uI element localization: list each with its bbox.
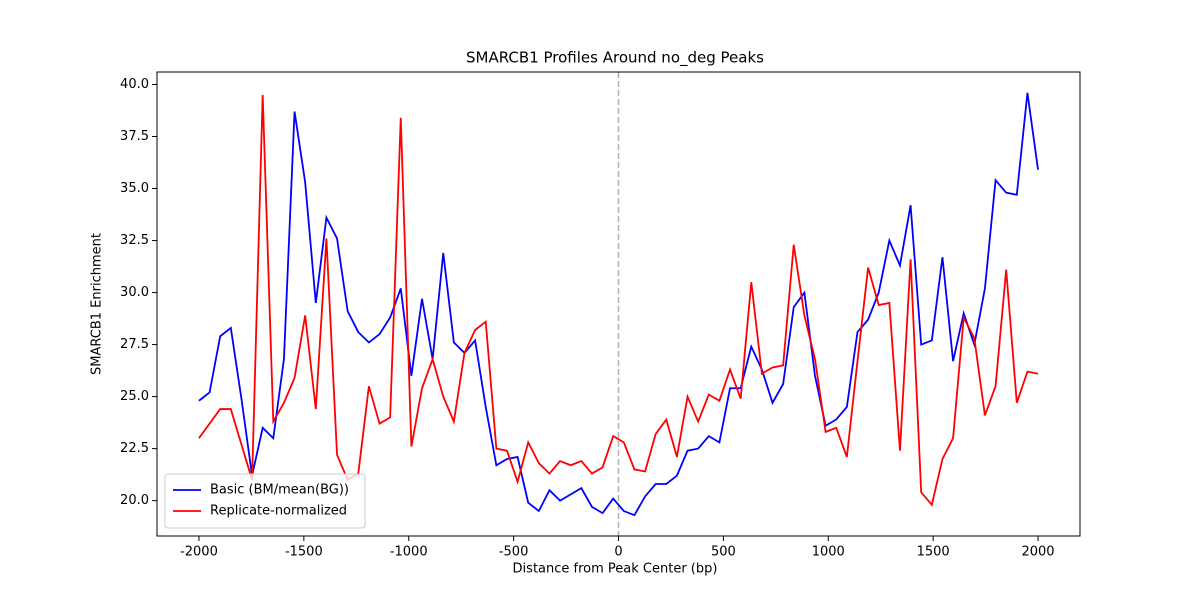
legend-label: Basic (BM/mean(BG))	[210, 483, 349, 498]
y-tick-label: 22.5	[120, 441, 149, 456]
data-line	[198, 94, 1039, 507]
data-line	[198, 92, 1039, 517]
x-tick-label: -500	[499, 545, 529, 560]
y-tick-label: 37.5	[120, 129, 149, 144]
y-tick-label: 20.0	[120, 493, 149, 508]
y-tick-label: 40.0	[120, 77, 149, 92]
x-tick-label: -2000	[180, 545, 218, 560]
x-tick-label: -1500	[285, 545, 323, 560]
x-axis-label: Distance from Peak Center (bp)	[513, 562, 718, 577]
plot-frame	[156, 71, 1081, 537]
y-axis-label: SMARCB1 Enrichment	[90, 233, 105, 375]
y-tick-label: 30.0	[120, 285, 149, 300]
x-tick-label: -1000	[390, 545, 428, 560]
y-tick-label: 32.5	[120, 233, 149, 248]
y-tick-label: 25.0	[120, 389, 149, 404]
chart-title: SMARCB1 Profiles Around no_deg Peaks	[466, 49, 764, 68]
x-tick-label: 1000	[812, 545, 845, 560]
y-tick-label: 35.0	[120, 181, 149, 196]
legend-label: Replicate-normalized	[210, 504, 347, 519]
legend-box	[164, 473, 366, 529]
x-tick-label: 0	[614, 545, 622, 560]
y-tick-label: 27.5	[120, 337, 149, 352]
x-tick-label: 500	[711, 545, 736, 560]
x-tick-label: 1500	[917, 545, 950, 560]
x-tick-label: 2000	[1021, 545, 1054, 560]
